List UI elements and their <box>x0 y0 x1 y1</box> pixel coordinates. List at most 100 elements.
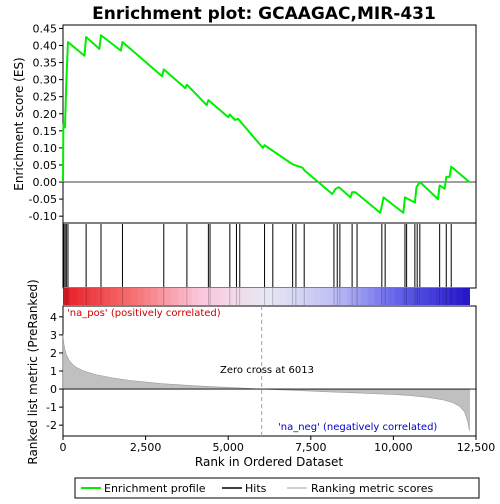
gradient-segment <box>83 288 91 305</box>
es-y-tick-label: 0.35 <box>33 57 58 70</box>
gradient-segment <box>76 288 84 305</box>
es-y-tick-label: -0.05 <box>29 193 57 206</box>
gradient-segment <box>96 288 105 305</box>
gradient-segment <box>347 288 355 305</box>
rank-y-tick-label: 4 <box>50 311 57 324</box>
zero-cross-annotation: Zero cross at 6013 <box>220 365 314 376</box>
gradient-segment <box>137 288 145 305</box>
legend-ranking-label: Ranking metric scores <box>311 482 433 495</box>
rank-y-tick-label: 0 <box>50 383 57 396</box>
es-y-tick-label: 0.45 <box>33 22 58 35</box>
gradient-segment <box>455 288 464 305</box>
ranking-metric-area <box>62 333 470 431</box>
gradient-segment <box>394 288 403 305</box>
enrichment-panel: -0.10 -0.05 0.00 0.05 0.10 0.15 0.20 0.25 0.30 0.… <box>12 22 477 224</box>
rank-x-tick-label: 0 <box>60 441 67 454</box>
gradient-segment <box>103 288 112 305</box>
gradient-segment <box>361 288 369 305</box>
gradient-segment <box>354 288 362 305</box>
gradient-segment <box>421 288 430 305</box>
legend: Enrichment profile Hits Ranking metric s… <box>74 477 480 499</box>
gradient-segment <box>225 288 233 305</box>
gradient-segment <box>327 288 335 305</box>
gradient-segment <box>435 288 443 305</box>
rank-x-axis-label: Rank in Ordered Dataset <box>195 455 343 469</box>
enrichment-profile-line <box>62 34 471 214</box>
gradient-segment <box>442 288 450 305</box>
gradient-segment <box>286 288 294 305</box>
gradient-segment <box>374 288 382 305</box>
hits-panel <box>62 222 477 305</box>
gradient-segment <box>245 288 254 305</box>
gradient-segment <box>63 288 71 305</box>
rank-y-tick-label: 1 <box>50 365 57 378</box>
gradient-segment <box>279 288 288 305</box>
rank-y-tick-label: -1 <box>46 401 57 414</box>
gradient-segment <box>408 288 416 305</box>
rank-y-axis-label: Ranked list metric (PreRanked) <box>26 279 40 464</box>
gradient-segment <box>462 288 470 305</box>
gradient-segment <box>123 288 132 305</box>
es-y-tick-label: 0.05 <box>33 159 58 172</box>
gradient-segment <box>164 288 172 305</box>
rank-x-tick-label: 7,500 <box>295 441 327 454</box>
gradient-segment <box>415 288 423 305</box>
gradient-segment <box>184 288 193 305</box>
gradient-segment <box>266 288 274 305</box>
gradient-segment <box>401 288 410 305</box>
legend-enrichment-label: Enrichment profile <box>104 482 206 495</box>
legend-hits-label: Hits <box>245 482 267 495</box>
gradient-segment <box>388 288 396 305</box>
gradient-segment <box>130 288 139 305</box>
gradient-segment <box>232 288 240 305</box>
gradient-segment <box>171 288 179 305</box>
gradient-segment <box>449 288 457 305</box>
gradient-segment <box>212 288 220 305</box>
es-y-tick-label: 0.30 <box>33 74 58 87</box>
rank-x-axis: 0 2,500 5,000 7,500 10,000 12,500 <box>60 436 496 454</box>
gradient-segment <box>367 288 376 305</box>
gradient-segment <box>293 288 301 305</box>
gradient-segment <box>151 288 159 305</box>
gradient-segment <box>306 288 315 305</box>
rank-x-tick-label: 5,000 <box>212 441 244 454</box>
es-y-tick-label: 0.40 <box>33 39 58 52</box>
gradient-segment <box>381 288 389 305</box>
gradient-segment <box>90 288 98 305</box>
gradient-segment <box>191 288 200 305</box>
gradient-segment <box>144 288 152 305</box>
gradient-segment <box>198 288 206 305</box>
legend-box <box>74 477 480 499</box>
rank-x-tick-label: 10,000 <box>374 441 413 454</box>
gradient-segment <box>259 288 267 305</box>
chart-title: Enrichment plot: GCAAGAC,MIR-431 <box>92 4 436 24</box>
es-y-tick-label: 0.20 <box>33 108 58 121</box>
gradient-segment <box>340 288 349 305</box>
ranked-list-plot-area <box>62 305 477 437</box>
gradient-segment <box>313 288 321 305</box>
gradient-segment <box>117 288 125 305</box>
gradient-segment <box>69 288 78 305</box>
rank-y-tick-label: 2 <box>50 347 57 360</box>
gradient-segment <box>205 288 213 305</box>
pos-annotation: 'na_pos' (positively correlated) <box>67 308 221 319</box>
rank-y-axis: -2 -1 0 1 2 3 4 <box>46 311 63 432</box>
rank-x-tick-label: 12,500 <box>457 441 496 454</box>
gradient-segment <box>272 288 281 305</box>
gradient-segment <box>110 288 118 305</box>
gradient-segment <box>218 288 227 305</box>
gradient-segment <box>300 288 308 305</box>
gradient-segment <box>178 288 186 305</box>
gradient-segment <box>157 288 166 305</box>
rank-x-tick-label: 2,500 <box>130 441 162 454</box>
gradient-segment <box>252 288 261 305</box>
gradient-segment <box>333 288 342 305</box>
gradient-segment <box>239 288 247 305</box>
rank-y-tick-label: 3 <box>50 329 57 342</box>
rank-y-tick-label: -2 <box>46 419 57 432</box>
neg-annotation: 'na_neg' (negatively correlated) <box>278 422 437 433</box>
ranked-list-panel: -2 -1 0 1 2 3 4 0 2,500 5,000 7,500 10,000 12,500 '… <box>26 279 495 469</box>
gradient-segment <box>320 288 328 305</box>
hits-plot-area <box>62 222 477 289</box>
